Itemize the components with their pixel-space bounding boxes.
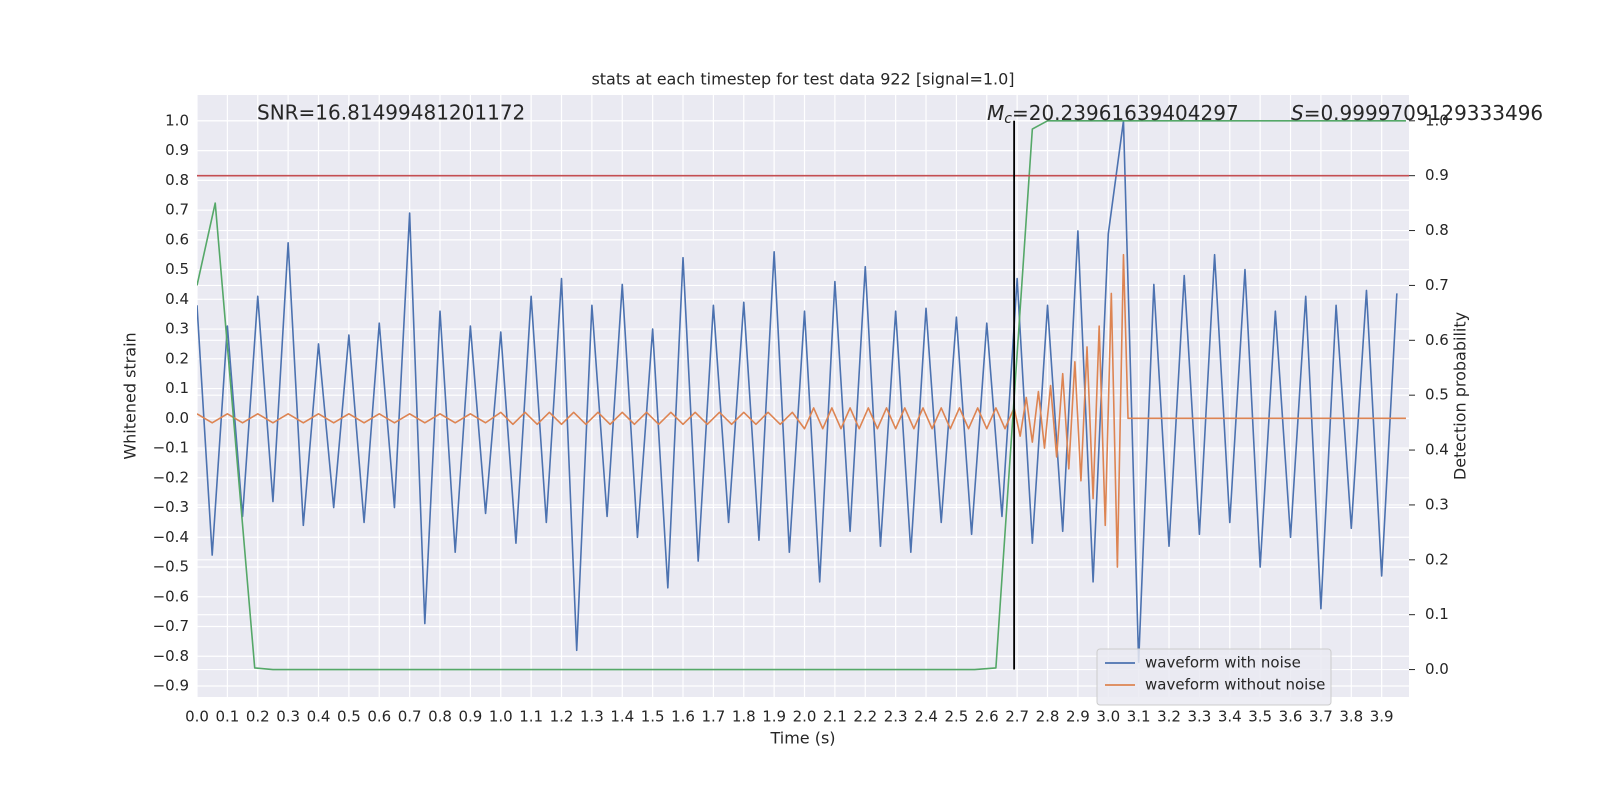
x-tick-label: 1.7 (701, 708, 725, 726)
y-tick-label: 0.6 (165, 230, 189, 248)
y-tick-label: −0.2 (153, 468, 189, 486)
x-tick-label: 0.5 (337, 708, 361, 726)
y2-tick-label: 0.8 (1425, 221, 1449, 239)
x-tick-label: 1.1 (519, 708, 543, 726)
x-tick-label: 2.4 (914, 708, 938, 726)
x-tick-label: 2.2 (853, 708, 877, 726)
y2-tick-label: 0.2 (1425, 550, 1449, 568)
x-tick-label: 2.8 (1036, 708, 1060, 726)
s-value: =0.9999709129333496 (1304, 101, 1543, 125)
x-tick-label: 3.2 (1157, 708, 1181, 726)
y-tick-label: 0.0 (165, 409, 189, 427)
y2-tick-label: 0.9 (1425, 166, 1449, 184)
series-line (197, 119, 1406, 671)
x-tick-label: 0.4 (307, 708, 331, 726)
snr-annotation: SNR=16.81499481201172 (257, 101, 525, 125)
x-tick-label: 1.0 (489, 708, 513, 726)
y-tick-label: 0.9 (165, 141, 189, 159)
x-tick-label: 2.7 (1005, 708, 1029, 726)
mass-value: =20.23961639404297 (1012, 101, 1239, 125)
labels: 0.0 0.1 0.2 0.3 0.4 0.5 0.6 0.7 0.8 0.9 1.0 1.1 1.2 1… (153, 111, 1449, 725)
x-tick-label: 1.6 (671, 708, 695, 726)
y-tick-label: −0.4 (153, 528, 189, 546)
x-tick-label: 2.6 (975, 708, 999, 726)
x-tick-label: 3.3 (1187, 708, 1211, 726)
mass-annotation: Mc=20.23961639404297 (987, 101, 1239, 128)
y2-axis-label: Detection probability (1451, 312, 1470, 480)
y-tick-label: −0.7 (153, 617, 189, 635)
x-tick-label: 1.2 (550, 708, 574, 726)
y-tick-label: −0.3 (153, 498, 189, 516)
x-tick-label: 1.5 (641, 708, 665, 726)
y2-tick-label: 0.3 (1425, 495, 1449, 513)
x-tick-label: 0.2 (246, 708, 270, 726)
y-axis-label: Whitened strain (121, 332, 140, 459)
x-tick-label: 3.9 (1370, 708, 1394, 726)
mass-subscript: c (1004, 111, 1012, 127)
x-tick-label: 3.4 (1218, 708, 1242, 726)
y-tick-label: 1.0 (165, 111, 189, 129)
y2-tick-label: 0.5 (1425, 386, 1449, 404)
x-tick-label: 3.8 (1339, 708, 1363, 726)
series-line (197, 120, 1398, 663)
legend: waveform with noise waveform without nois… (1096, 648, 1332, 706)
x-tick-label: 3.1 (1127, 708, 1151, 726)
y2-tick-label: 0.6 (1425, 331, 1449, 349)
x-tick-label: 0.3 (276, 708, 300, 726)
x-tick-label: 1.8 (732, 708, 756, 726)
chart-title: stats at each timestep for test data 922… (591, 70, 1014, 89)
x-tick-label: 1.3 (580, 708, 604, 726)
x-tick-label: 2.9 (1066, 708, 1090, 726)
x-tick-label: 0.1 (215, 708, 239, 726)
y-tick-label: −0.1 (153, 439, 189, 457)
x-tick-label: 0.8 (428, 708, 452, 726)
y-tick-label: 0.1 (165, 379, 189, 397)
x-tick-label: 0.0 (185, 708, 209, 726)
x-tick-label: 1.9 (762, 708, 786, 726)
y2-tick-label: 0.1 (1425, 605, 1449, 623)
y-tick-label: 0.2 (165, 349, 189, 367)
x-tick-label: 0.9 (458, 708, 482, 726)
legend-label: waveform with noise (1145, 654, 1301, 672)
series-line (197, 253, 1406, 568)
y-tick-label: −0.6 (153, 587, 189, 605)
grid (196, 95, 1409, 697)
y-tick-label: −0.5 (153, 558, 189, 576)
y2-tick-label: 0.0 (1425, 660, 1449, 678)
x-tick-label: 1.4 (610, 708, 634, 726)
y-tick-label: 0.7 (165, 201, 189, 219)
y-tick-label: 0.4 (165, 290, 189, 308)
x-tick-label: 2.3 (884, 708, 908, 726)
s-annotation: S=0.9999709129333496 (1291, 101, 1543, 125)
x-tick-label: 0.6 (367, 708, 391, 726)
mass-symbol: M (987, 101, 1004, 125)
x-tick-label: 2.1 (823, 708, 847, 726)
y2-tick-label: 0.7 (1425, 276, 1449, 294)
y2-tick-label: 0.4 (1425, 441, 1449, 459)
plot-marks (197, 119, 1409, 671)
x-tick-label: 3.5 (1248, 708, 1272, 726)
s-symbol: S (1291, 101, 1304, 125)
y-tick-label: −0.8 (153, 647, 189, 665)
y2-tick-label: 1.0 (1425, 111, 1449, 129)
x-axis-label: Time (s) (769, 729, 835, 748)
x-tick-label: 3.0 (1096, 708, 1120, 726)
y-tick-label: 0.5 (165, 260, 189, 278)
x-tick-label: 3.6 (1279, 708, 1303, 726)
x-tick-label: 0.7 (398, 708, 422, 726)
legend-label: waveform without noise (1145, 676, 1325, 694)
y-tick-label: −0.9 (153, 676, 189, 694)
y-tick-label: 0.3 (165, 320, 189, 338)
legend-box (1096, 648, 1332, 706)
y-tick-label: 0.8 (165, 171, 189, 189)
x-tick-label: 2.5 (944, 708, 968, 726)
x-tick-label: 2.0 (793, 708, 817, 726)
x-tick-label: 3.7 (1309, 708, 1333, 726)
